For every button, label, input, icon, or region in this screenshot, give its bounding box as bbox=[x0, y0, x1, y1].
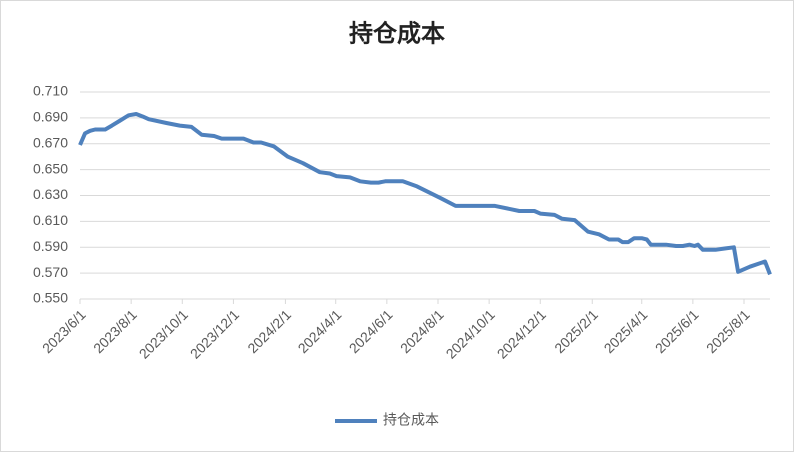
y-tick-label: 0.550 bbox=[33, 290, 68, 306]
y-tick-label: 0.650 bbox=[33, 160, 68, 176]
y-tick-label: 0.710 bbox=[33, 83, 68, 99]
y-tick-label: 0.570 bbox=[33, 264, 68, 280]
y-tick-label: 0.590 bbox=[33, 238, 68, 254]
line-series bbox=[78, 112, 772, 276]
chart-title: 持仓成本 bbox=[349, 19, 445, 47]
y-tick-label: 0.690 bbox=[33, 109, 68, 125]
y-tick-label: 0.630 bbox=[33, 186, 68, 202]
legend-label: 持仓成本 bbox=[383, 412, 439, 428]
y-tick-label: 0.670 bbox=[33, 134, 68, 150]
y-tick-label: 0.610 bbox=[33, 212, 68, 228]
